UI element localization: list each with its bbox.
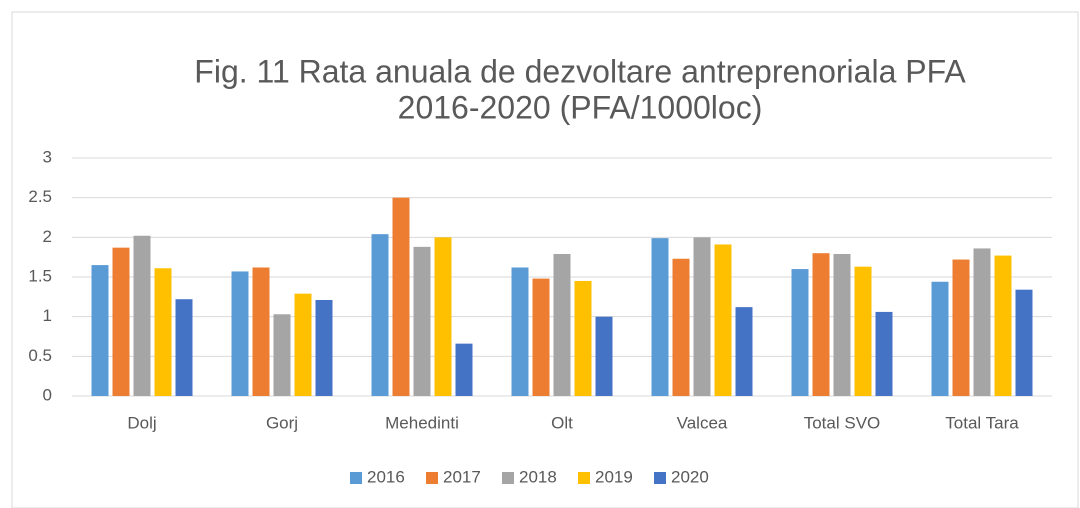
bar xyxy=(532,278,550,396)
bar xyxy=(434,237,452,396)
bar xyxy=(315,300,333,396)
chart-title: Fig. 11 Rata anuala de dezvoltare antrep… xyxy=(194,53,966,89)
x-tick-label: Valcea xyxy=(677,413,728,432)
y-tick-label: 0.5 xyxy=(28,346,52,365)
legend-label: 2017 xyxy=(443,467,481,486)
y-tick-label: 2 xyxy=(43,227,52,246)
legend-label: 2018 xyxy=(519,467,557,486)
bar xyxy=(252,267,270,396)
bar xyxy=(294,293,312,396)
bar xyxy=(854,266,872,396)
bar xyxy=(553,253,571,396)
bar xyxy=(735,307,753,396)
chart-border xyxy=(11,11,1079,508)
bar xyxy=(154,268,172,396)
bar xyxy=(693,237,711,396)
legend-label: 2020 xyxy=(671,467,709,486)
bar xyxy=(112,247,130,396)
x-tick-label: Total SVO xyxy=(804,413,881,432)
bar xyxy=(595,316,613,396)
y-tick-label: 2.5 xyxy=(28,187,52,206)
y-tick-label: 3 xyxy=(43,147,52,166)
bar xyxy=(714,244,732,396)
y-tick-label: 1 xyxy=(43,306,52,325)
y-tick-label: 0 xyxy=(43,385,52,404)
bar xyxy=(833,253,851,396)
bar xyxy=(91,265,109,396)
bar xyxy=(175,299,193,396)
bar xyxy=(231,271,249,396)
x-tick-label: Total Tara xyxy=(945,413,1019,432)
legend-label: 2016 xyxy=(367,467,405,486)
y-tick-label: 1.5 xyxy=(28,266,52,285)
bar xyxy=(455,343,473,396)
bar xyxy=(371,234,389,396)
bar xyxy=(413,246,431,396)
bar xyxy=(273,314,291,396)
bar xyxy=(952,259,970,396)
bar xyxy=(574,280,592,396)
legend-swatch xyxy=(654,472,666,484)
bar xyxy=(651,238,669,396)
legend-swatch xyxy=(350,472,362,484)
bar xyxy=(812,253,830,396)
x-tick-label: Dolj xyxy=(127,413,156,432)
bar xyxy=(392,197,410,396)
bar xyxy=(133,235,151,396)
bar xyxy=(973,248,991,396)
bar xyxy=(994,255,1012,396)
x-tick-label: Mehedinti xyxy=(385,413,459,432)
bar xyxy=(511,267,529,396)
bar xyxy=(875,311,893,396)
x-tick-label: Olt xyxy=(551,413,573,432)
chart-title: 2016-2020 (PFA/1000loc) xyxy=(398,89,763,125)
legend-swatch xyxy=(426,472,438,484)
x-tick-label: Gorj xyxy=(266,413,298,432)
legend-swatch xyxy=(578,472,590,484)
legend-label: 2019 xyxy=(595,467,633,486)
bar xyxy=(1015,289,1033,396)
bar xyxy=(672,258,690,396)
legend-swatch xyxy=(502,472,514,484)
bar xyxy=(931,281,949,396)
bar xyxy=(791,269,809,396)
